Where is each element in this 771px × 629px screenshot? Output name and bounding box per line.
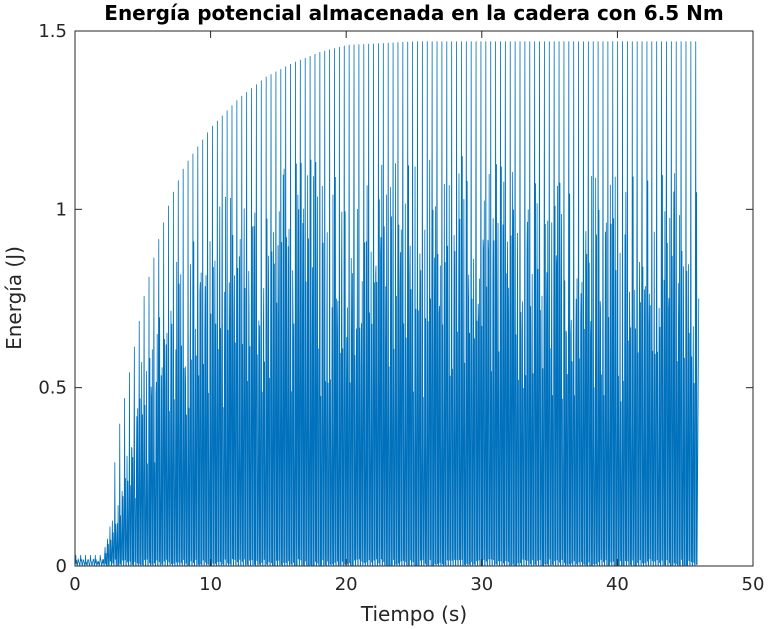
x-tick-label: 50 <box>742 574 765 595</box>
x-axis: 0 10 20 30 40 50 <box>69 31 764 595</box>
chart-title: Energía potencial almacenada en la cader… <box>104 1 723 25</box>
x-tick-label: 40 <box>606 574 629 595</box>
y-axis-label: Energía (J) <box>2 246 26 350</box>
x-tick-label: 10 <box>199 574 222 595</box>
y-tick-label: 1.5 <box>38 21 67 42</box>
plot-area <box>74 31 753 567</box>
axes-box <box>74 30 754 567</box>
y-tick-label: 0.5 <box>38 378 67 399</box>
y-tick-label: 1 <box>56 199 67 220</box>
x-axis-label: Tiempo (s) <box>360 602 467 626</box>
x-tick-label: 30 <box>470 574 493 595</box>
x-tick-label: 20 <box>335 574 358 595</box>
series-energy <box>74 41 700 567</box>
x-tick-label: 0 <box>69 574 80 595</box>
y-tick-label: 0 <box>56 556 67 577</box>
series-line <box>74 41 700 567</box>
y-axis: 0 0.5 1 1.5 <box>38 21 753 577</box>
